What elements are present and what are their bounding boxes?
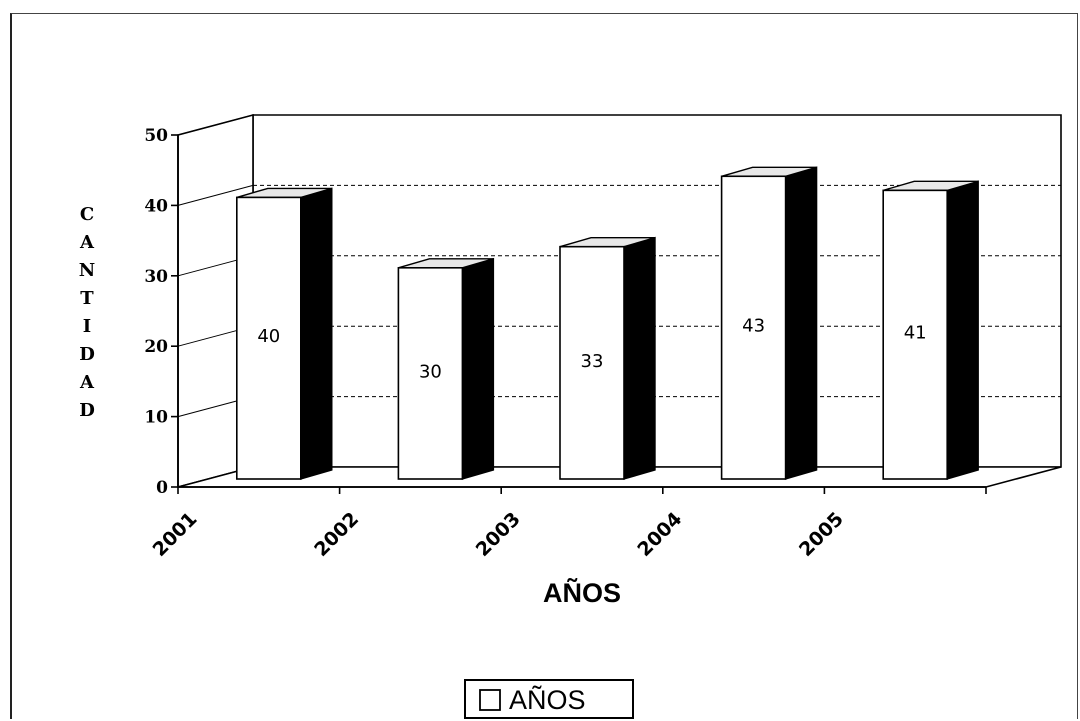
bar-2003 (559, 236, 656, 480)
bar-2004 (720, 166, 818, 480)
bar-front (559, 245, 625, 480)
bar-2002 (397, 257, 495, 480)
side-gridline (177, 184, 254, 206)
x-axis-title: AÑOS (543, 577, 621, 608)
x-tick-label: 2002 (310, 508, 363, 561)
data-label: 30 (419, 361, 442, 382)
bar-front (882, 189, 949, 480)
legend-swatch (479, 689, 501, 711)
bar-side (300, 187, 333, 480)
bar-front (720, 175, 787, 480)
axes (171, 134, 987, 494)
legend: AÑOS (464, 679, 634, 719)
y-tick-label: 40 (144, 196, 168, 216)
data-label: 41 (904, 323, 927, 344)
x-tick-label: 2001 (149, 508, 202, 561)
bar-side (623, 236, 656, 480)
bar-2005 (882, 180, 979, 480)
data-label: 40 (257, 326, 280, 347)
x-tick-label: 2003 (472, 508, 525, 561)
data-label: 43 (742, 316, 765, 337)
legend-label: AÑOS (509, 684, 586, 715)
y-tick-label: 50 (144, 126, 168, 146)
y-tick-label: 10 (144, 408, 168, 428)
x-tick-label: 2005 (795, 508, 848, 561)
bar-side (461, 257, 495, 480)
y-tick-label: 30 (144, 267, 168, 287)
chart-frame (10, 13, 1078, 719)
x-tick-labels: 2001 2002 2003 2004 2005 (149, 508, 848, 561)
x-tick-label: 2004 (633, 508, 686, 561)
data-label: 33 (581, 351, 604, 372)
bar-side (784, 166, 818, 480)
y-tick-label: 0 (156, 478, 168, 498)
y-tick-labels: 0 10 20 30 40 50 (144, 126, 168, 498)
bar-side (946, 180, 979, 480)
y-tick-label: 20 (144, 337, 168, 357)
bar-front (397, 266, 464, 480)
side-gridline (177, 114, 254, 136)
bar-2001 (236, 187, 333, 480)
data-labels: 40 30 33 43 41 (257, 316, 926, 383)
bars (236, 166, 979, 480)
bar-front (236, 196, 302, 480)
